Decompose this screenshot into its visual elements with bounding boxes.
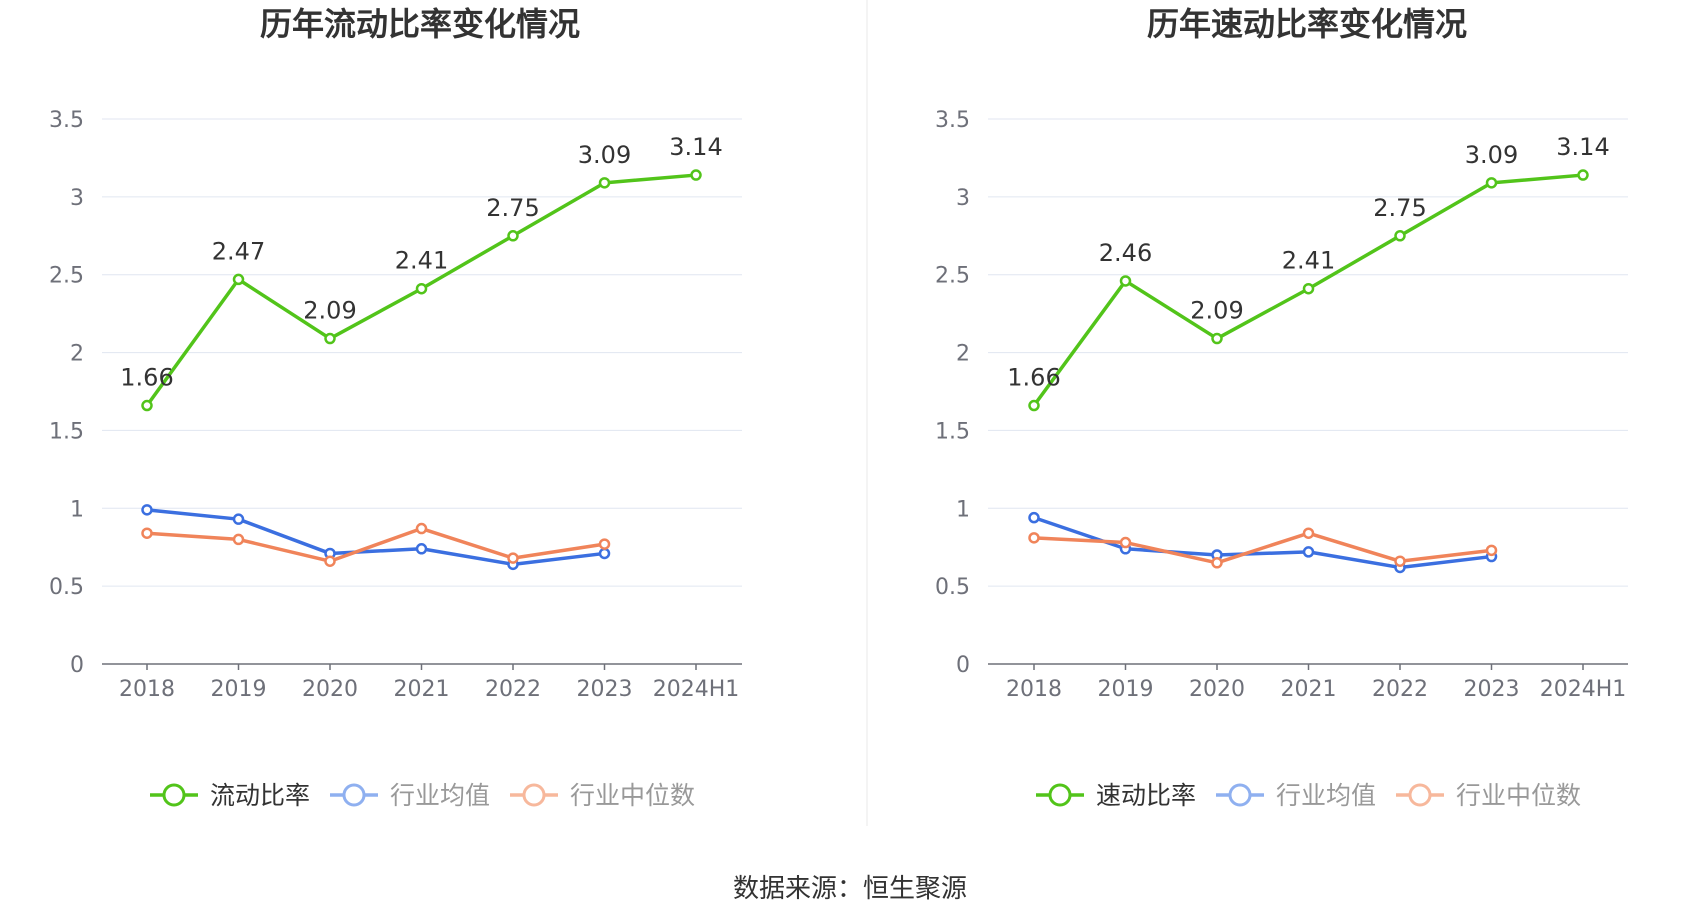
legend-marker [1228,783,1252,807]
data-point [415,543,428,555]
y-tick-label: 2 [956,342,970,367]
legend-label: 行业中位数 [570,781,695,810]
data-source-note: 数据来源：恒生聚源 [732,874,967,904]
series-line [146,508,605,567]
data-point [1211,332,1223,345]
data-label: 1.66 [1007,364,1060,392]
y-tick-label: 3 [956,186,970,211]
series-line [1033,531,1492,565]
x-tick-label: 2020 [302,677,358,702]
data-label: 2.09 [1190,297,1243,325]
data-point [415,282,428,295]
data-point [141,504,153,516]
x-tick-label: 2024H1 [1540,677,1627,702]
legend-label: 行业均值 [1276,781,1376,810]
data-point [1394,230,1406,242]
chart-title: 历年流动比率变化情况 [260,5,580,43]
data-label: 3.14 [1556,133,1609,161]
chart-title: 历年速动比率变化情况 [1147,5,1467,43]
data-point [507,230,519,242]
data-point [1302,527,1315,539]
data-point [1302,546,1315,558]
data-point [1302,282,1315,295]
data-point [690,169,702,181]
series-line [1033,515,1492,570]
data-point [598,547,611,560]
data-point [232,513,245,525]
data-point [1119,275,1132,287]
y-tick-label: 3.5 [49,108,84,133]
data-point [1485,544,1498,557]
y-tick-label: 1 [70,497,84,522]
data-label: 3.09 [578,141,631,169]
data-point [141,399,153,412]
y-tick-label: 2 [70,342,84,367]
data-point [415,522,428,535]
x-tick-label: 2020 [1189,677,1245,702]
data-label: 2.46 [1099,239,1152,267]
data-point [232,533,245,546]
data-label: 2.09 [303,297,356,325]
data-label: 1.66 [120,364,173,392]
data-label: 2.75 [1373,194,1426,222]
data-point [598,538,611,550]
x-tick-label: 2021 [394,677,450,702]
x-tick-label: 2018 [1006,677,1062,702]
legend-label: 流动比率 [210,781,310,810]
data-label: 3.09 [1465,141,1518,169]
legend-marker [1408,783,1432,807]
data-point [1028,511,1040,524]
data-point [1211,557,1223,569]
chart-panel-1: 历年流动比率变化情况 0 0.5 1 1.5 2 2.5 3 3.5 2018 2019 2020 20… [49,5,742,810]
x-tick-label: 2019 [211,677,267,702]
data-label: 2.47 [212,237,265,265]
y-tick-label: 0.5 [935,575,970,600]
data-point [141,527,153,539]
legend-label: 行业均值 [390,781,490,810]
y-tick-label: 1.5 [49,419,84,444]
x-tick-label: 2023 [577,677,633,702]
x-tick-label: 2022 [485,677,541,702]
data-point [598,177,611,189]
series-line [146,526,605,563]
legend-label: 速动比率 [1096,781,1196,810]
data-label: 2.41 [1282,247,1335,275]
legend-marker [162,783,186,807]
y-tick-label: 3 [70,186,84,211]
data-point [1394,555,1406,567]
y-tick-label: 2.5 [49,264,84,289]
y-tick-label: 3.5 [935,108,970,133]
x-tick-label: 2022 [1372,677,1428,702]
x-tick-label: 2019 [1098,677,1154,702]
data-point [1485,177,1498,189]
x-tick-label: 2018 [119,677,175,702]
data-point [1028,399,1040,412]
data-point [232,273,245,286]
x-tick-label: 2024H1 [653,677,740,702]
y-tick-label: 1.5 [935,419,970,444]
y-tick-label: 2.5 [935,264,970,289]
y-tick-label: 0 [956,653,970,678]
data-label: 2.75 [486,194,539,222]
data-label: 3.14 [669,133,722,161]
data-label: 2.41 [395,247,448,275]
data-point [1028,532,1040,544]
legend-marker [1048,783,1072,807]
y-tick-label: 1 [956,497,970,522]
y-tick-label: 0 [70,653,84,678]
data-point [1577,169,1589,181]
x-tick-label: 2023 [1464,677,1520,702]
legend-marker [522,783,546,807]
x-tick-label: 2021 [1281,677,1337,702]
legend-label: 行业中位数 [1456,781,1581,810]
y-tick-label: 0.5 [49,575,84,600]
data-point [507,552,519,564]
data-point [324,555,336,567]
legend-marker [342,783,366,807]
data-point [1119,536,1132,549]
chart-panel-2: 历年速动比率变化情况 0 0.5 1 1.5 2 2.5 3 3.5 2018 2019 2020 20… [935,5,1628,810]
data-point [324,332,336,345]
